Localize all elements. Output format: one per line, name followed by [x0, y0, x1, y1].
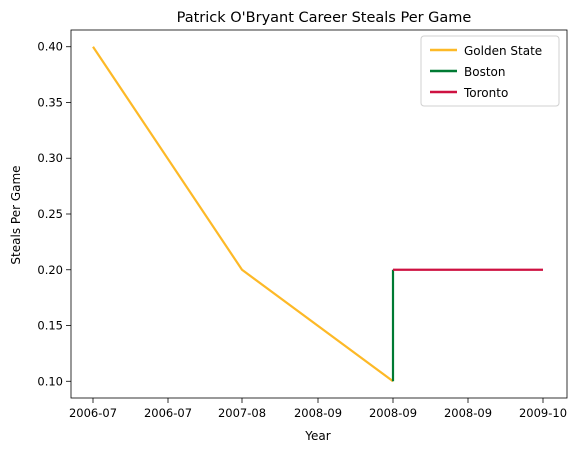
y-axis-label: Steals Per Game — [9, 165, 23, 264]
chart-title: Patrick O'Bryant Career Steals Per Game — [177, 10, 472, 26]
y-tick-label: 0.20 — [37, 263, 63, 277]
legend-box — [420, 35, 560, 107]
x-tick-label: 2006-07 — [69, 406, 117, 420]
y-tick-label: 0.10 — [37, 374, 63, 388]
series-line-golden-state — [92, 46, 394, 383]
x-tick-label: 2009-10 — [519, 406, 567, 420]
x-tick-label: 2008-09 — [294, 406, 342, 420]
y-axis-ticks: 0.10 0.15 0.20 0.25 0.30 0.35 0.40 — [37, 40, 71, 388]
plot-lines — [92, 46, 543, 383]
y-tick-label: 0.40 — [37, 40, 63, 54]
y-tick-label: 0.35 — [37, 95, 63, 109]
x-tick-label: 2007-08 — [218, 406, 266, 420]
x-tick-label: 2008-09 — [369, 406, 417, 420]
legend: Golden State Boston Toronto — [420, 35, 560, 107]
x-tick-label: 2006-07 — [144, 406, 192, 420]
y-tick-label: 0.25 — [37, 207, 63, 221]
y-tick-label: 0.30 — [37, 151, 63, 165]
y-tick-label: 0.15 — [37, 319, 63, 333]
x-axis-label: Year — [304, 429, 330, 443]
x-tick-label: 2008-09 — [444, 406, 492, 420]
x-axis-ticks: 2006-07 2006-07 2007-08 2008-09 2008-09 2008-… — [69, 398, 567, 420]
legend-golden-state-label: Golden State — [464, 44, 542, 58]
legend-toronto-label: Toronto — [463, 86, 508, 100]
legend-boston-label: Boston — [464, 65, 505, 79]
